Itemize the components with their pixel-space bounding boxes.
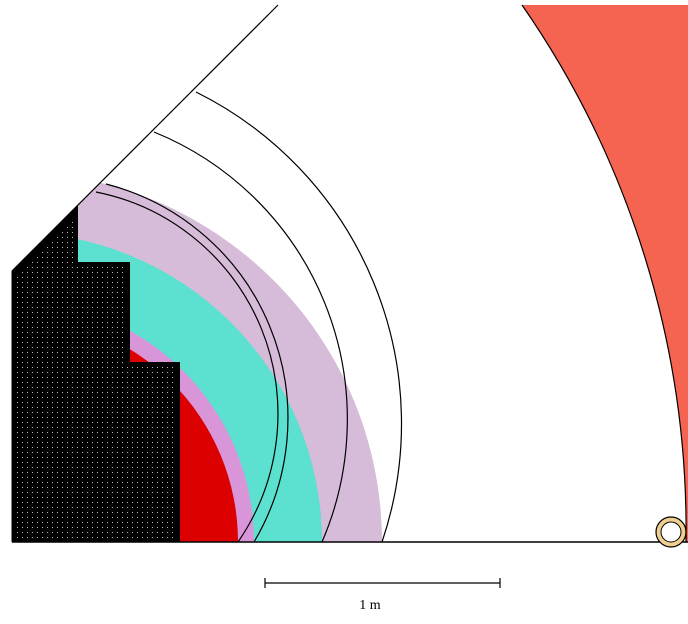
core-dot-pattern bbox=[16, 217, 176, 538]
scale-bar bbox=[264, 578, 501, 588]
small-ring-hole bbox=[660, 521, 682, 543]
scale-bar-label: 1 m bbox=[359, 598, 381, 613]
diagonal-boundary bbox=[11, 4, 279, 272]
ring-outlines bbox=[95, 4, 687, 543]
outer-region bbox=[522, 5, 688, 542]
